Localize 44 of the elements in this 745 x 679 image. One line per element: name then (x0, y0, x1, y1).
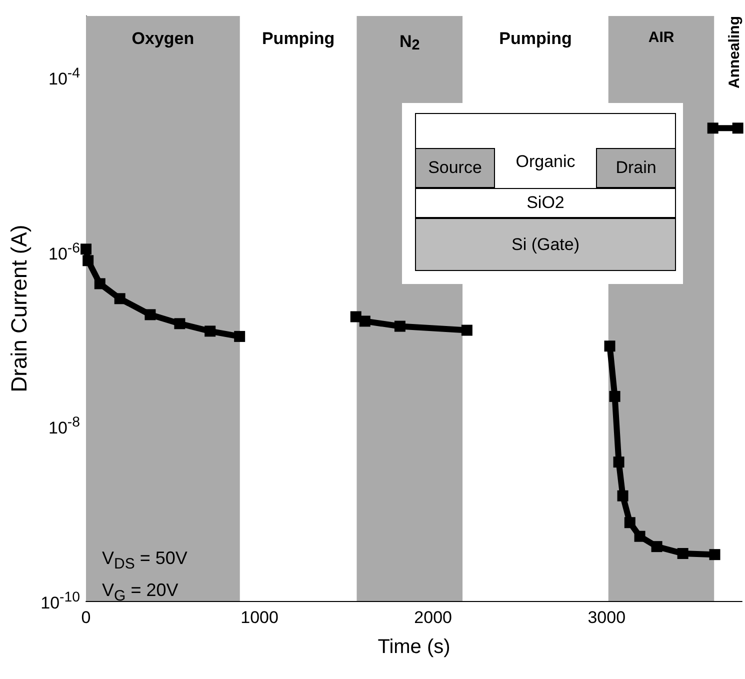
x-tick-label: 0 (81, 608, 91, 627)
x-tick-label: 1000 (240, 608, 278, 627)
annotation: Organic (514, 151, 576, 173)
annotation: SiO2 (415, 188, 676, 218)
annotation: V$_{G}$ = 20V (102, 580, 178, 605)
point (604, 340, 616, 352)
y-axis-title: Drain Current (A) (6, 224, 32, 392)
point (707, 122, 718, 134)
point (82, 255, 94, 266)
point (613, 456, 624, 468)
band-label: Pumping (499, 29, 572, 48)
point (359, 316, 370, 327)
point (461, 324, 472, 336)
point (709, 549, 720, 560)
x-tick-label: 3000 (588, 608, 626, 627)
band-label: Oxygen (132, 29, 194, 48)
y-tick-label: 10$^{-4}$ (48, 66, 80, 88)
annotation: Drain (596, 148, 676, 188)
point (624, 517, 636, 528)
y-tick-label: 10$^{-8}$ (48, 415, 80, 438)
point (174, 318, 186, 330)
x-tick-label: 2000 (414, 608, 452, 627)
point (732, 122, 744, 134)
y-tick-label: 10$^{-6}$ (48, 240, 80, 264)
annotation: V$_{DS}$ = 50V (102, 548, 188, 573)
point (677, 548, 688, 559)
y-tick-label: 10$^{-10}$ (40, 590, 80, 612)
point (234, 330, 246, 342)
point (94, 278, 106, 290)
point (609, 390, 620, 402)
x-axis-title: Time (s) (378, 636, 450, 658)
band-label: AIR (648, 29, 674, 46)
point (634, 530, 646, 542)
point (394, 320, 406, 332)
point (144, 309, 156, 320)
point (651, 541, 662, 552)
point (114, 293, 126, 304)
band-label: Pumping (262, 29, 335, 48)
annotation: Source (415, 148, 495, 188)
annotation: Si (Gate) (415, 218, 676, 271)
band-label: Annealing (726, 16, 743, 89)
point (80, 244, 92, 255)
point (204, 326, 216, 337)
point (617, 490, 628, 502)
